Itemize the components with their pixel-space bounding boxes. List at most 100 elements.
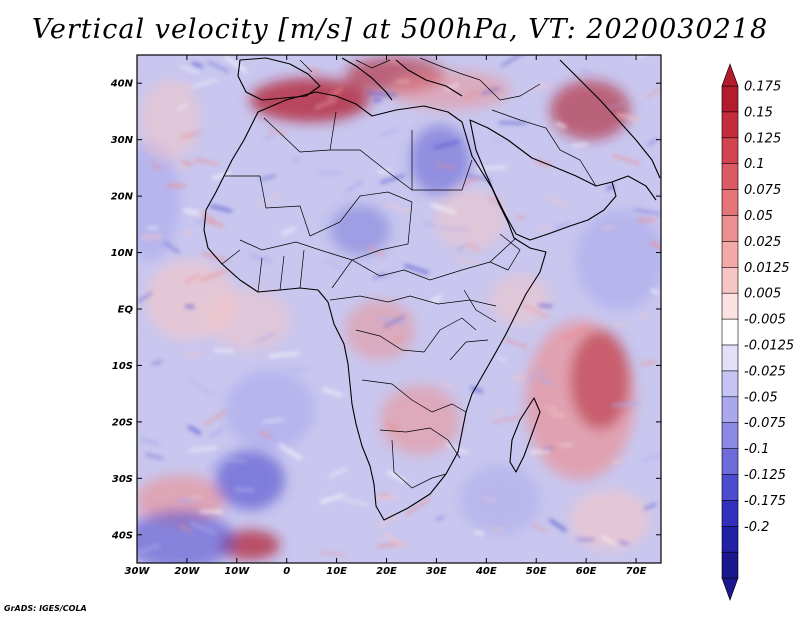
border-europe xyxy=(299,57,481,81)
lat-label: 20S xyxy=(112,417,133,428)
field-streak xyxy=(531,523,549,534)
field-streak xyxy=(309,67,320,73)
field-streak xyxy=(380,174,406,184)
field-streak xyxy=(496,356,506,362)
field-streak xyxy=(581,69,591,77)
field-streak xyxy=(545,405,559,412)
field-streak xyxy=(258,429,273,439)
colorbar-label: -0.025 xyxy=(744,364,786,379)
colorbar-segment xyxy=(721,292,739,320)
colorbar-label: -0.125 xyxy=(744,468,786,483)
colorbar xyxy=(721,63,739,601)
field-streak xyxy=(640,360,657,366)
field-streak xyxy=(277,443,303,461)
colorbar-label: 0.125 xyxy=(744,131,781,146)
longitude-labels: 30W 20W 10W 0 10E 20E 30E 40E 50E 60E 70E xyxy=(125,566,647,577)
field-streak xyxy=(522,304,550,319)
arabia-coastline xyxy=(469,119,617,241)
field-blob xyxy=(570,490,650,550)
field-streak xyxy=(429,294,442,304)
field-streak xyxy=(383,315,405,328)
colorbar-top-arrow xyxy=(721,63,739,87)
field-streak xyxy=(456,244,467,252)
field-streak xyxy=(259,174,276,182)
field-streak xyxy=(188,446,218,452)
field-streak xyxy=(377,514,399,528)
field-streak xyxy=(501,55,522,67)
field-streak xyxy=(163,241,180,254)
field-streak xyxy=(611,401,639,408)
field-streak xyxy=(430,203,457,215)
field-streak xyxy=(608,101,625,110)
colorbar-label: -0.075 xyxy=(744,416,786,431)
colorbar-segment xyxy=(721,396,739,424)
field-streak xyxy=(463,90,480,100)
field-streak xyxy=(491,526,504,532)
field-streak xyxy=(201,251,228,263)
border-middle-east xyxy=(479,79,597,187)
field-streak xyxy=(528,368,547,382)
field-streak xyxy=(180,85,193,92)
border-sahara-west xyxy=(224,175,413,289)
colorbar-segment xyxy=(721,370,739,398)
border-horn xyxy=(489,233,521,271)
field-streak xyxy=(177,497,200,504)
field-streak xyxy=(319,493,345,504)
field-streak xyxy=(190,521,217,535)
colorbar-label: 0.05 xyxy=(744,209,773,224)
field-blob xyxy=(550,80,630,140)
field-streak xyxy=(192,78,218,89)
field-streak xyxy=(435,163,457,170)
iberia-coastline xyxy=(237,57,321,101)
field-blob xyxy=(210,290,290,350)
field-blob xyxy=(330,205,390,255)
colorbar-label: -0.0125 xyxy=(744,339,794,354)
field-streak xyxy=(386,470,407,484)
lat-label: 20N xyxy=(111,192,134,203)
colorbar-label: 0.025 xyxy=(744,235,781,250)
field-streak xyxy=(183,229,194,236)
lon-label: 10E xyxy=(326,566,347,577)
colorbar-segment xyxy=(721,241,739,268)
lat-label: 10N xyxy=(111,248,134,259)
colorbar-segment xyxy=(721,318,739,346)
field-streak xyxy=(539,376,552,386)
field-blob xyxy=(570,330,630,430)
grads-credit: GrADS: IGES/COLA xyxy=(4,604,87,613)
field-streak xyxy=(555,121,567,129)
country-borders xyxy=(221,57,597,489)
colorbar-segment xyxy=(721,163,739,191)
field-streak xyxy=(389,58,402,66)
field-streak xyxy=(178,524,192,533)
border-west-africa xyxy=(221,249,305,293)
field-streak xyxy=(281,226,297,236)
field-blob xyxy=(225,370,315,450)
colorbar-label: -0.2 xyxy=(744,520,769,535)
field-streak xyxy=(423,221,435,228)
italy-balkans-coastline xyxy=(341,57,463,101)
field-streak xyxy=(435,516,445,520)
border-east-africa xyxy=(449,289,497,361)
field-streak xyxy=(647,138,658,146)
field-streak xyxy=(223,55,248,73)
lon-label: 10W xyxy=(224,566,250,577)
field-blob xyxy=(490,275,550,325)
field-streak xyxy=(291,157,301,163)
field-streak xyxy=(211,171,231,180)
lon-label: 60E xyxy=(576,566,597,577)
field-blobs xyxy=(137,57,661,563)
colorbar-label: 0.005 xyxy=(744,287,781,302)
field-streak xyxy=(377,169,391,174)
field-streak xyxy=(643,502,657,510)
field-streak xyxy=(263,133,275,141)
field-streak xyxy=(151,360,163,366)
field-streak xyxy=(213,349,234,353)
field-streak xyxy=(536,226,551,235)
field-streak xyxy=(204,218,224,228)
field-streak xyxy=(512,375,527,382)
colorbar-segment xyxy=(721,525,739,553)
colorbar-segment xyxy=(721,189,739,217)
field-streak xyxy=(618,540,629,546)
field-streak xyxy=(193,130,204,137)
field-blob xyxy=(410,125,470,195)
